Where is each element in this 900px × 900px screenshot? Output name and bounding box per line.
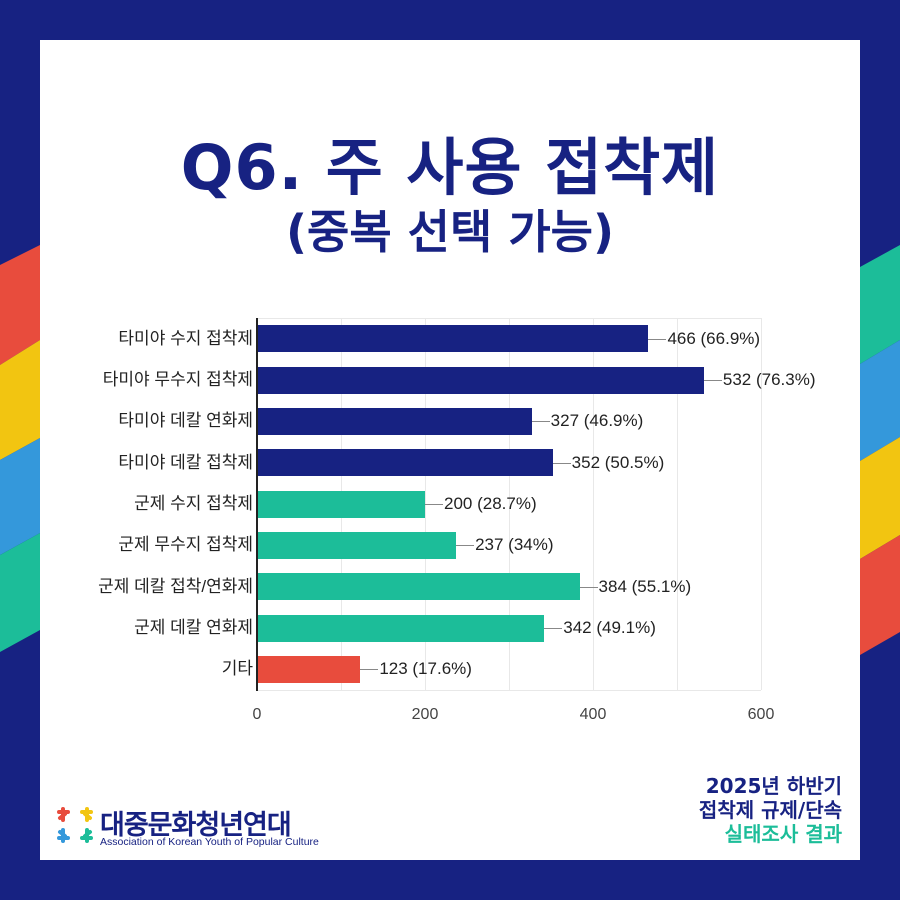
label-leader-line — [360, 669, 379, 671]
category-label: 군제 데칼 연화제 — [134, 618, 253, 637]
bar — [257, 531, 457, 559]
bar — [257, 366, 704, 394]
label-leader-line — [531, 421, 550, 423]
page-title: Q6. 주 사용 접착제 — [180, 131, 720, 204]
label-leader-line — [579, 586, 598, 588]
category-label: 기타 — [221, 659, 253, 679]
x-axis-tick-label: 0 — [252, 706, 262, 723]
survey-caption: 2025년 하반기 접착제 규제/단속 실태조사 결과 — [699, 774, 842, 846]
category-label: 군제 수지 접착제 — [134, 494, 253, 513]
gridline — [761, 318, 762, 690]
bar — [257, 407, 532, 435]
right-decorative-stripes — [860, 0, 900, 900]
value-label: 352 (50.5%) — [571, 452, 665, 472]
bar — [257, 655, 361, 683]
x-axis-tick-label: 400 — [579, 706, 607, 723]
label-leader-line — [648, 338, 667, 340]
bar — [257, 614, 545, 642]
value-label: 466 (66.9%) — [667, 328, 761, 348]
bar — [257, 325, 649, 353]
value-label: 123 (17.6%) — [379, 659, 472, 679]
value-label: 384 (55.1%) — [598, 576, 692, 596]
label-leader-line — [456, 545, 475, 547]
gridline — [257, 318, 761, 319]
survey-caption-line3: 실태조사 결과 — [724, 822, 842, 846]
x-axis-tick-label: 200 — [411, 706, 439, 723]
org-logo-icon — [56, 806, 94, 849]
category-label: 타미야 무수지 접착제 — [102, 370, 253, 389]
category-label: 타미야 데칼 연화제 — [118, 411, 253, 431]
value-label: 327 (46.9%) — [550, 411, 644, 431]
label-leader-line — [703, 380, 722, 381]
gridline — [677, 318, 678, 690]
category-label: 타미야 데칼 접착제 — [118, 452, 253, 472]
gridline — [593, 318, 594, 690]
org-subtitle: Association of Korean Youth of Popular C… — [100, 836, 319, 848]
gridline — [257, 690, 761, 691]
x-axis-tick-label: 600 — [747, 706, 775, 723]
category-label: 군제 무수지 접착제 — [118, 535, 253, 555]
page-subtitle: (중복 선택 가능) — [286, 205, 614, 259]
value-label: 200 (28.7%) — [444, 494, 537, 513]
left-decorative-stripes — [0, 0, 40, 900]
gridline — [509, 318, 510, 690]
category-label: 타미야 수지 접착제 — [118, 328, 253, 348]
category-label: 군제 데칼 접착/연화제 — [98, 576, 253, 596]
label-leader-line — [552, 462, 571, 464]
bar — [257, 449, 553, 477]
value-label: 342 (49.1%) — [563, 618, 656, 637]
bar — [257, 573, 580, 601]
org-name: 대중문화청년연대 — [100, 810, 292, 841]
y-axis-line — [256, 318, 258, 691]
bar — [257, 490, 425, 518]
value-label: 532 (76.3%) — [722, 370, 816, 389]
survey-caption-line1: 2025년 하반기 — [705, 774, 842, 798]
label-leader-line — [425, 504, 443, 505]
value-label: 237 (34%) — [475, 535, 554, 555]
survey-caption-line2: 접착제 규제/단속 — [698, 798, 842, 822]
label-leader-line — [544, 628, 563, 629]
